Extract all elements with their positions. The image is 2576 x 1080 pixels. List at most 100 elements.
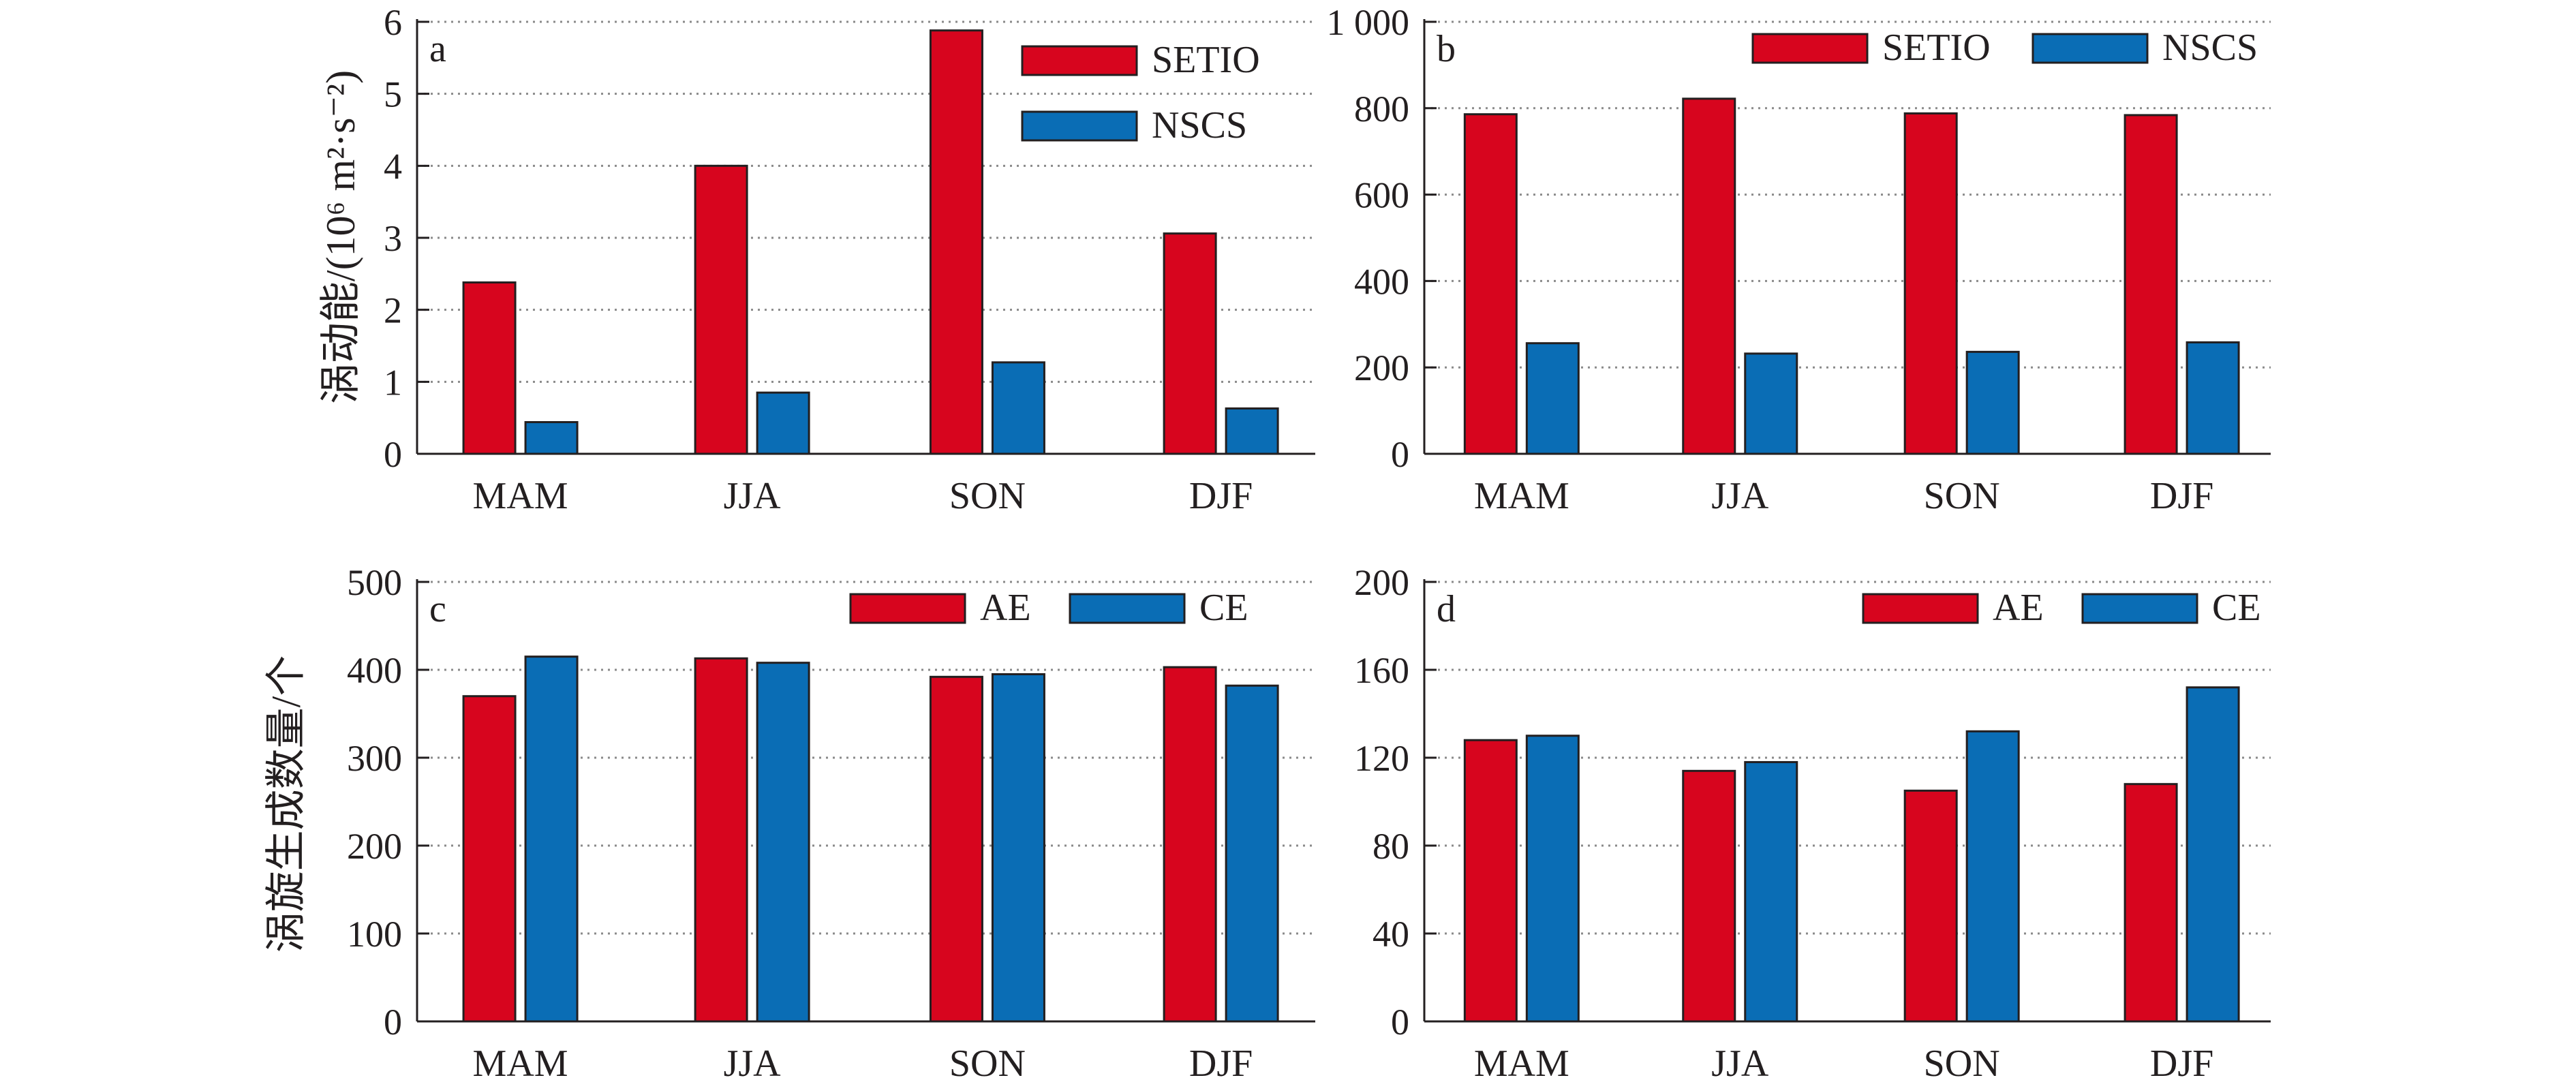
x-tick-label: JJA	[724, 1043, 782, 1080]
legend-label: AE	[980, 587, 1031, 629]
y-tick-label: 4	[384, 146, 402, 187]
legend-swatch	[1069, 593, 1186, 624]
bar-b-nscs-mam	[1525, 342, 1580, 455]
bar-c-ae-djf	[1163, 666, 1217, 1023]
bar-a-nscs-djf	[1225, 407, 1279, 455]
bar-a-nscs-son	[991, 361, 1045, 455]
y-tick-label: 0	[1391, 1002, 1409, 1043]
bar-b-setio-son	[1903, 112, 1958, 455]
y-tick-label: 200	[347, 826, 402, 867]
bar-a-setio-jja	[694, 164, 748, 455]
y-tick-label: 2	[384, 290, 402, 331]
bar-a-nscs-mam	[524, 421, 579, 455]
x-tick-label: MAM	[473, 475, 568, 517]
x-tick-label: MAM	[1474, 475, 1569, 517]
x-tick-label: MAM	[1474, 1043, 1569, 1080]
y-axis-label-top: 涡动能/(10⁶ m²·s⁻²)	[318, 70, 363, 404]
bar-b-nscs-djf	[2186, 341, 2240, 455]
panel-label: d	[1437, 588, 1456, 630]
panel-d: 0 40 80 120 160 200 MAM JJA SON DJF d AE CE	[1354, 562, 2271, 1080]
y-tick-label: 0	[384, 1002, 402, 1043]
bar-d-ce-mam	[1525, 735, 1580, 1023]
bar-b-setio-mam	[1463, 113, 1518, 455]
bar-b-nscs-son	[1965, 350, 2020, 455]
bar-b-setio-jja	[1682, 97, 1736, 455]
y-tick-label: 400	[347, 650, 402, 691]
x-tick-label: JJA	[1711, 475, 1769, 517]
legend-swatch	[1021, 110, 1138, 142]
y-tick-label: 3	[384, 218, 402, 259]
x-tick-label: DJF	[2150, 475, 2213, 517]
bar-a-setio-mam	[462, 281, 517, 455]
panel-label: c	[429, 588, 446, 630]
y-tick-label: 120	[1354, 738, 1409, 779]
bar-a-setio-djf	[1163, 232, 1217, 455]
legend-label: SETIO	[1152, 39, 1260, 81]
legend-label: NSCS	[2162, 27, 2258, 69]
x-tick-label: SON	[949, 475, 1026, 517]
x-tick-label: JJA	[1711, 1043, 1769, 1080]
x-tick-label: DJF	[2150, 1043, 2213, 1080]
panel-b: 0 200 400 600 800 1 000 MAM JJA SON DJF b SETIO NSCS	[1327, 2, 2271, 517]
y-tick-label: 5	[384, 74, 402, 115]
legend-swatch	[2031, 33, 2149, 64]
bar-d-ae-son	[1903, 789, 1958, 1023]
legend-label: NSCS	[1152, 104, 1247, 146]
legend: AE CE	[1862, 587, 2261, 629]
x-tick-label: SON	[949, 1043, 1026, 1080]
x-tick-label: DJF	[1189, 1043, 1253, 1080]
y-tick-label: 600	[1354, 175, 1409, 216]
x-tick-label: SON	[1924, 475, 2000, 517]
bar-d-ae-jja	[1682, 769, 1736, 1023]
y-axis-label-bottom: 涡旋生成数量/个	[264, 655, 309, 953]
bar-c-ce-djf	[1225, 684, 1279, 1023]
bar-d-ce-jja	[1744, 760, 1798, 1023]
legend-swatch	[1862, 593, 1979, 624]
y-tick-label: 6	[384, 2, 402, 43]
panel-label: a	[429, 28, 446, 70]
y-tick-label: 0	[1391, 434, 1409, 475]
y-tick-label: 400	[1354, 261, 1409, 302]
legend: AE CE	[849, 587, 1248, 629]
legend-label: CE	[1199, 587, 1248, 629]
y-tick-label: 1 000	[1327, 2, 1410, 43]
x-tick-label: DJF	[1189, 475, 1253, 517]
bar-c-ce-son	[991, 673, 1045, 1023]
y-tick-label: 200	[1354, 562, 1409, 603]
legend: SETIO NSCS	[1021, 39, 1260, 146]
panel-label: b	[1437, 28, 1456, 70]
panel-c: 0 100 200 300 400 500 MAM JJA SON DJF c AE CE	[347, 562, 1315, 1080]
legend-label: SETIO	[1882, 27, 1991, 69]
bar-c-ae-son	[929, 675, 983, 1023]
bar-a-nscs-jja	[756, 391, 810, 455]
bar-d-ae-djf	[2123, 783, 2178, 1023]
legend-label: AE	[1993, 587, 2044, 629]
x-tick-label: SON	[1924, 1043, 2000, 1080]
bar-b-setio-djf	[2123, 114, 2178, 455]
bar-d-ce-son	[1965, 730, 2020, 1023]
bar-c-ce-mam	[524, 655, 579, 1023]
legend: SETIO NSCS	[1751, 27, 2258, 69]
legend-swatch	[849, 593, 966, 624]
y-tick-label: 500	[347, 562, 402, 603]
x-tick-label: MAM	[473, 1043, 568, 1080]
bar-d-ae-mam	[1463, 739, 1518, 1023]
y-tick-label: 100	[347, 914, 402, 955]
bar-b-nscs-jja	[1744, 352, 1798, 455]
y-tick-label: 200	[1354, 348, 1409, 388]
y-tick-label: 800	[1354, 89, 1409, 129]
bar-c-ae-mam	[462, 695, 517, 1023]
y-tick-label: 300	[347, 738, 402, 779]
bar-a-setio-son	[929, 29, 983, 455]
legend-swatch	[2081, 593, 2198, 624]
y-tick-label: 0	[384, 434, 402, 475]
panel-a: 0 1 2 3 4 5 6 MAM JJA SON DJF a SETIO NSCS	[384, 2, 1315, 517]
y-tick-label: 160	[1354, 650, 1409, 691]
bar-d-ce-djf	[2186, 686, 2240, 1023]
y-tick-label: 80	[1373, 826, 1409, 867]
x-tick-label: JJA	[724, 475, 782, 517]
y-tick-label: 40	[1373, 914, 1409, 955]
y-tick-label: 1	[384, 362, 402, 403]
legend-label: CE	[2212, 587, 2261, 629]
